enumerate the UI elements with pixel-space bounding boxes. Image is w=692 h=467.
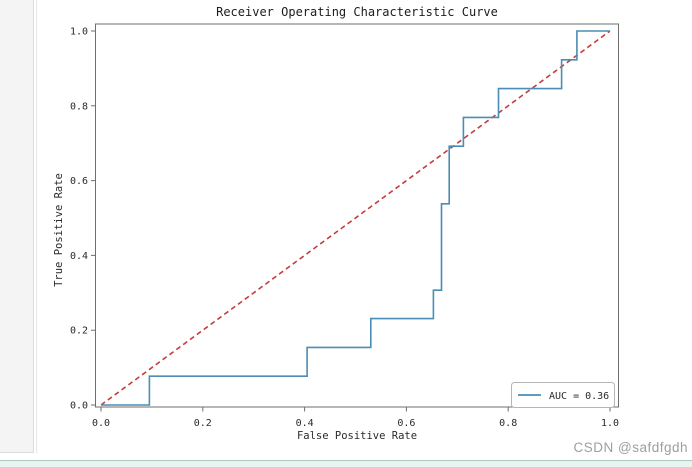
gutter-divider-line xyxy=(36,0,37,453)
x-axis-ticks: 0.0 0.2 0.4 0.6 0.8 1.0 xyxy=(92,407,619,429)
y-tick-label: 0.2 xyxy=(70,326,88,337)
x-axis-label: False Positive Rate xyxy=(297,430,417,442)
y-tick-label: 0.0 xyxy=(70,401,88,412)
bottom-accent-strip xyxy=(0,460,692,467)
y-tick-label: 0.8 xyxy=(70,101,88,112)
y-axis-label: True Positive Rate xyxy=(53,173,65,287)
x-tick-label: 0.6 xyxy=(397,418,415,429)
y-tick-label: 1.0 xyxy=(70,27,88,38)
x-tick-label: 1.0 xyxy=(601,418,619,429)
legend-box xyxy=(511,382,615,408)
chance-diagonal-line xyxy=(100,30,611,406)
axes-frame xyxy=(95,23,619,408)
y-tick-label: 0.6 xyxy=(70,176,88,187)
x-tick-label: 0.0 xyxy=(92,418,110,429)
x-tick-label: 0.2 xyxy=(194,418,212,429)
chart-title: Receiver Operating Characteristic Curve xyxy=(216,5,498,19)
page-left-gutter xyxy=(0,0,34,453)
legend: AUC = 0.36 xyxy=(511,382,615,408)
y-axis-ticks: 0.0 0.2 0.4 0.6 0.8 1.0 xyxy=(70,27,96,412)
x-tick-label: 0.8 xyxy=(499,418,517,429)
csdn-watermark: CSDN @safdfgdh xyxy=(573,440,688,455)
legend-label: AUC = 0.36 xyxy=(549,391,609,402)
roc-step-curve xyxy=(101,30,610,406)
x-tick-label: 0.4 xyxy=(296,418,314,429)
y-tick-label: 0.4 xyxy=(70,251,88,262)
